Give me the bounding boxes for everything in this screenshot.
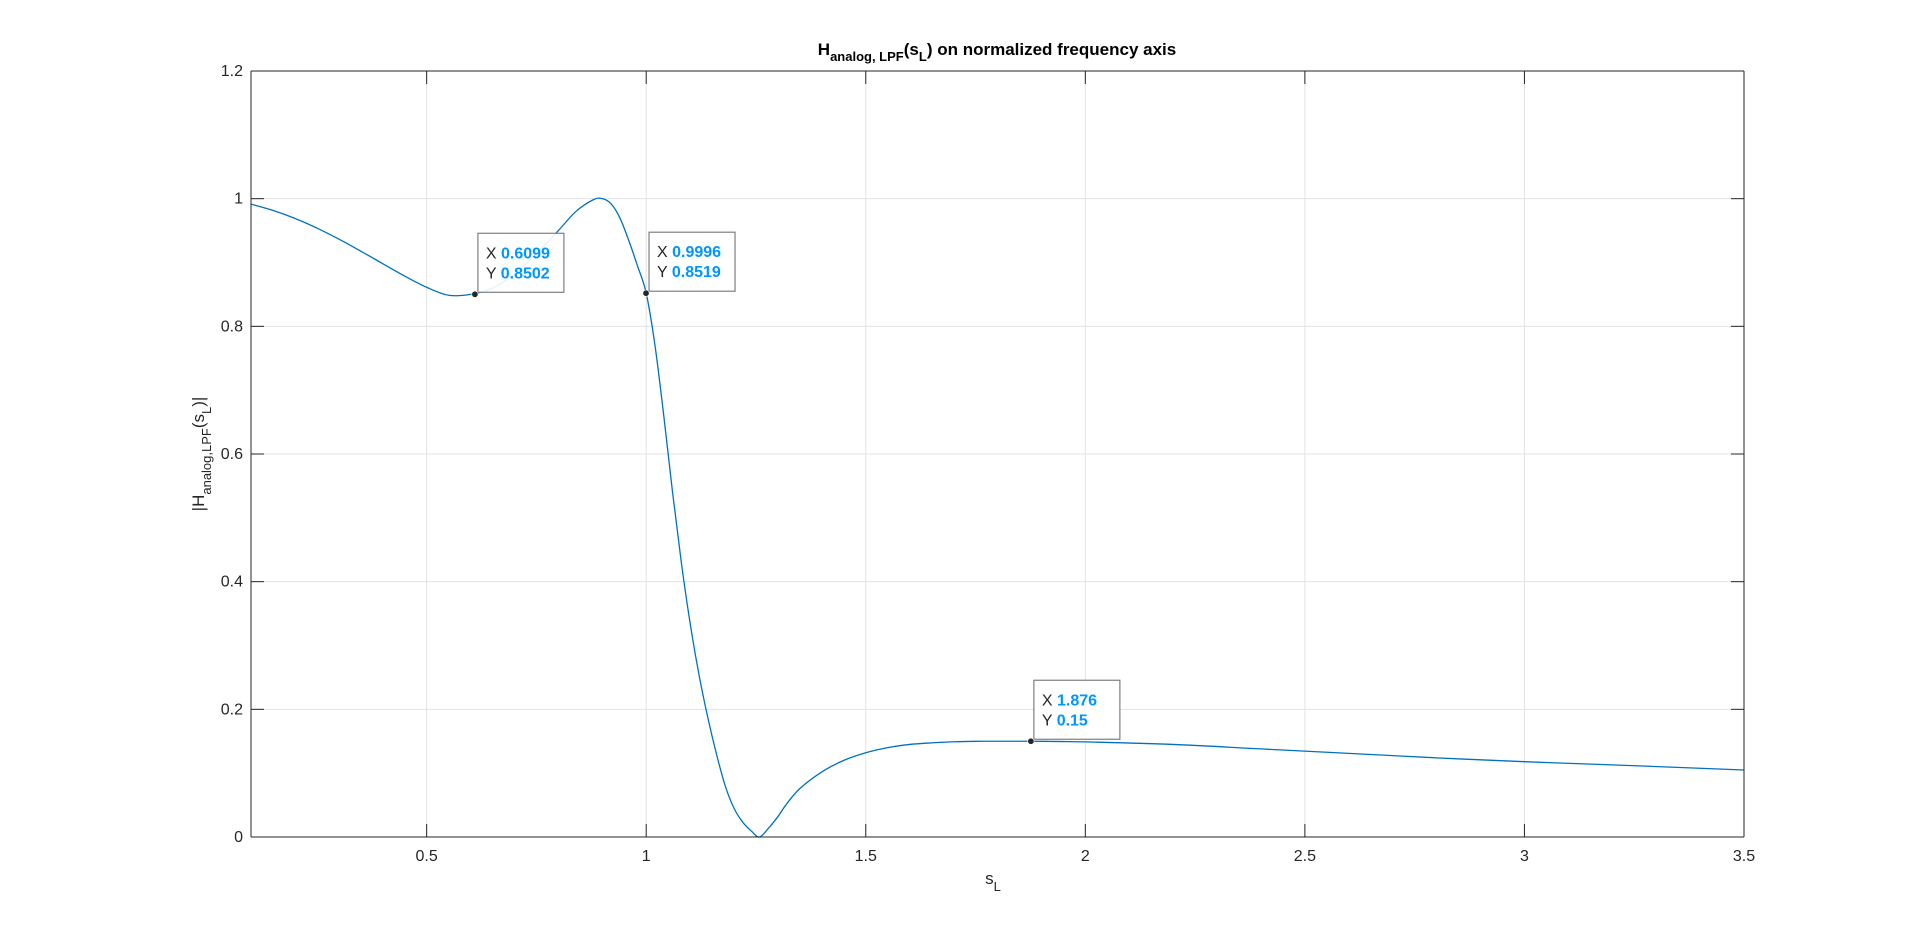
x-axis-label: sL — [985, 869, 1001, 894]
datatip-marker[interactable] — [1027, 737, 1035, 745]
datatip-y-row: Y 0.8519 — [657, 264, 721, 281]
datatip-y-value: 0.8502 — [501, 265, 550, 282]
x-tick-labels: 0.5 1 1.5 2 2.5 3 3.5 — [416, 848, 1756, 865]
datatip-y-value: 0.15 — [1057, 712, 1088, 729]
datatip-x-value: 0.9996 — [672, 244, 721, 261]
datatip-x-row: X 1.876 — [1042, 692, 1097, 709]
y-tick-labels: 0 0.2 0.4 0.6 0.8 1 1.2 — [221, 63, 243, 846]
x-tick-label: 3 — [1520, 848, 1529, 865]
datatip-box — [1033, 679, 1121, 740]
series-line — [250, 197, 1745, 838]
x-tick-label: 1 — [642, 848, 651, 865]
y-tick-label: 0.6 — [221, 446, 243, 463]
x-tick-label: 2.5 — [1294, 848, 1316, 865]
datatip-x-value: 1.876 — [1057, 692, 1097, 709]
datatip-x-label: X — [486, 245, 501, 262]
datatip-y-label: Y — [657, 264, 672, 281]
datatip-box — [648, 231, 736, 292]
datatip-marker[interactable] — [642, 289, 650, 297]
datatip-box — [477, 232, 565, 293]
datatip-y-label: Y — [1042, 712, 1057, 729]
chart-title: Hanalog, LPF(sL) on normalized frequency… — [818, 40, 1176, 64]
y-tick-label: 0 — [234, 829, 243, 846]
datatip-x-value: 0.6099 — [501, 245, 550, 262]
datatip-y-value: 0.8519 — [672, 264, 721, 281]
y-tick-label: 0.4 — [221, 574, 243, 591]
datatip-y-row: Y 0.8502 — [486, 265, 550, 282]
y-tick-label: 0.8 — [221, 318, 243, 335]
datatip-y-label: Y — [486, 265, 501, 282]
datatip-y-row: Y 0.15 — [1042, 712, 1088, 729]
datatip-x-label: X — [1042, 692, 1057, 709]
y-tick-label: 1 — [234, 191, 243, 208]
datatip-x-row: X 0.6099 — [486, 245, 550, 262]
series-layer — [250, 197, 1745, 838]
axes[interactable]: 0.5 1 1.5 2 2.5 3 3.5 0 0.2 0.4 0.6 0.8 1 1.2 X 0.60… — [221, 63, 1755, 865]
x-tick-label: 0.5 — [416, 848, 438, 865]
x-tick-label: 2 — [1081, 848, 1090, 865]
datatip-x-label: X — [657, 244, 672, 261]
x-tick-label: 1.5 — [855, 848, 877, 865]
axis-lines — [250, 70, 1745, 838]
datatip-marker[interactable] — [471, 290, 479, 298]
y-tick-label: 1.2 — [221, 63, 243, 80]
y-tick-label: 0.2 — [221, 701, 243, 718]
y-axis-label: |Hanalog,LPF(sL)| — [189, 397, 214, 512]
datatip-x-row: X 0.9996 — [657, 244, 721, 261]
x-tick-label: 3.5 — [1733, 848, 1755, 865]
